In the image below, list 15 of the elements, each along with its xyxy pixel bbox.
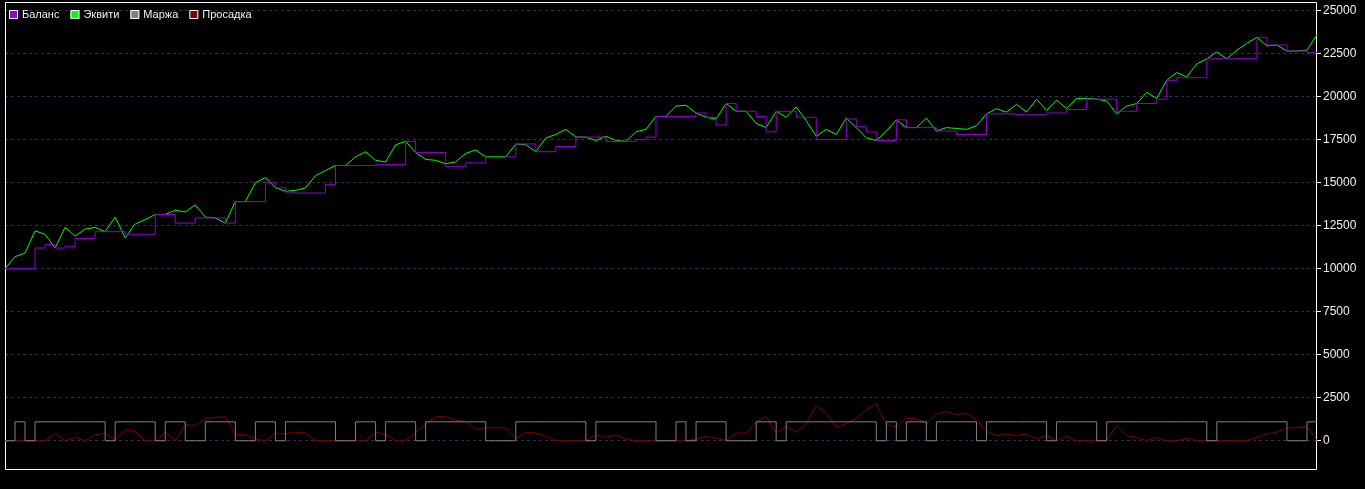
legend-label: Маржа (143, 8, 180, 21)
y-tick-label: 12500 (1323, 217, 1357, 232)
legend-label: Эквити (83, 8, 120, 21)
y-tick-label: 7500 (1323, 304, 1351, 319)
y-tick-label: 5000 (1323, 347, 1351, 362)
legend-label: Баланс (22, 8, 60, 21)
y-tick-label: 22500 (1323, 45, 1357, 60)
y-tick-label: 2500 (1323, 390, 1351, 405)
y-tick-label: 25000 (1323, 2, 1357, 17)
y-tick-label: 10000 (1323, 261, 1357, 275)
legend-label: Просадка (202, 8, 253, 21)
y-tick-label: 0 (1323, 433, 1330, 448)
y-tick-label: 17500 (1323, 131, 1357, 146)
y-tick-label: 15000 (1323, 174, 1357, 189)
y-tick-label: 20000 (1323, 88, 1357, 103)
